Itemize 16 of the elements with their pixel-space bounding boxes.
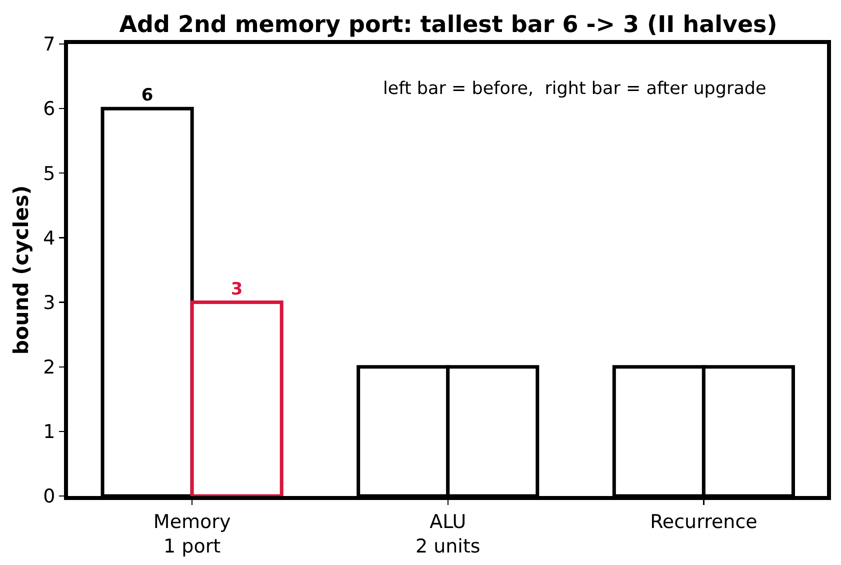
y-tick-label: 1 <box>43 421 56 444</box>
y-tick-label: 4 <box>43 227 56 250</box>
y-tick-label: 7 <box>43 34 56 56</box>
y-axis-title: bound (cycles) <box>8 185 33 355</box>
data-label: 6 <box>141 86 154 106</box>
y-tick-label: 6 <box>43 98 56 120</box>
x-tick-label: Recurrence <box>650 510 758 533</box>
annotation: left bar = before, right bar = after upgrade <box>383 79 766 99</box>
y-tick-label: 5 <box>43 162 56 185</box>
y-tick-label: 0 <box>43 486 56 508</box>
y-tick-label: 2 <box>43 356 56 379</box>
y-tick-label: 3 <box>43 292 56 314</box>
chart-title: Add 2nd memory port: tallest bar 6 -> 3 (II halves) <box>119 12 778 38</box>
x-tick-label: ALU 2 units <box>415 510 480 558</box>
data-label: 3 <box>230 279 243 300</box>
x-tick-label: Memory 1 port <box>153 510 231 558</box>
